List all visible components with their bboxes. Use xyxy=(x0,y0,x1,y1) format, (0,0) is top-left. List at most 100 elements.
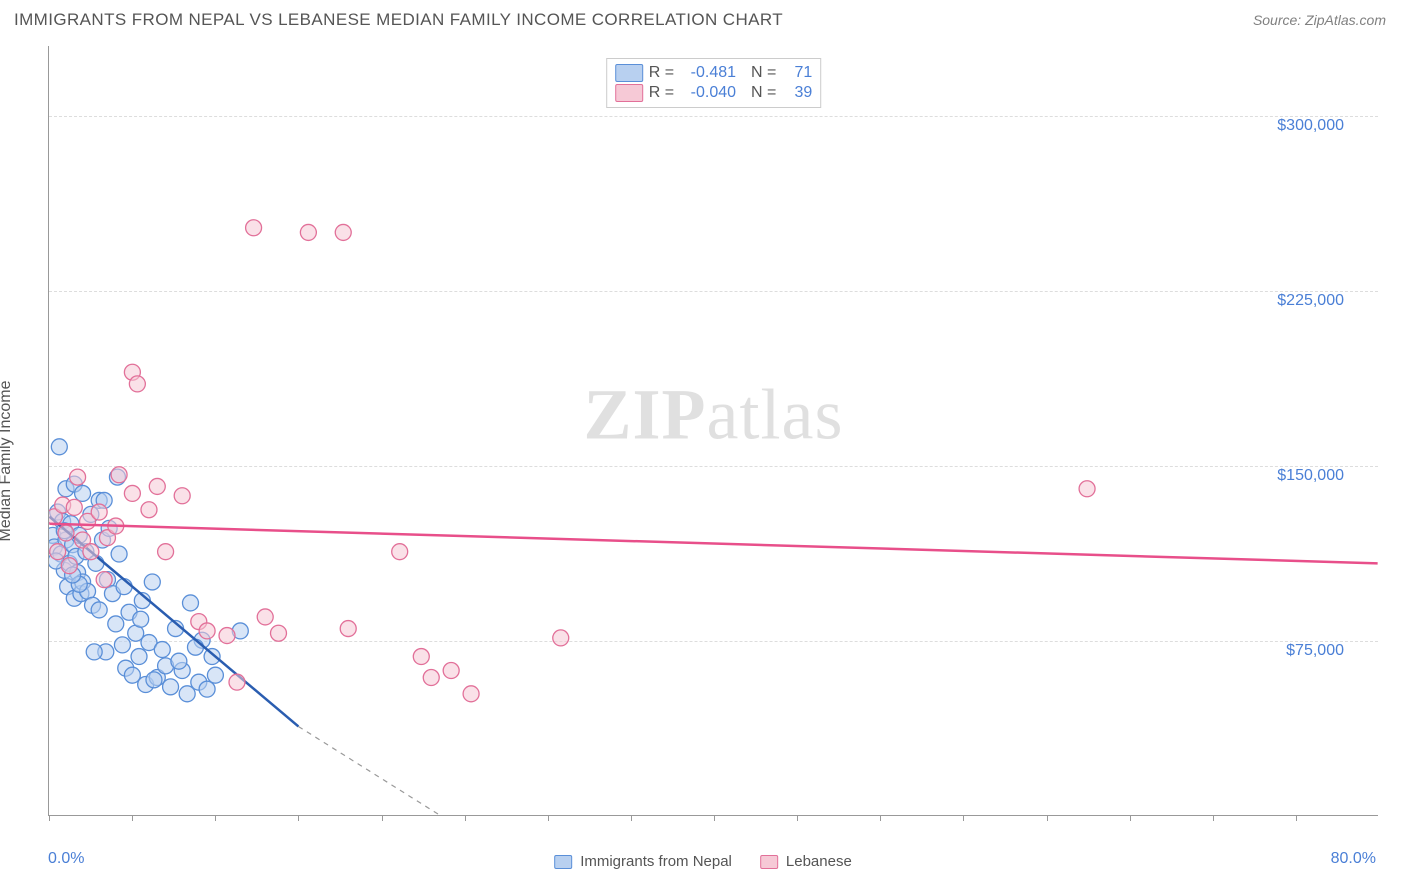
legend-swatch-lebanese xyxy=(615,84,643,102)
legend-label-lebanese: Lebanese xyxy=(786,853,852,870)
regression-line-lebanese xyxy=(49,524,1377,564)
legend-item-lebanese: Lebanese xyxy=(760,853,852,870)
data-point-lebanese xyxy=(271,625,287,641)
legend-swatch-nepal-icon xyxy=(554,855,572,869)
data-point-nepal xyxy=(199,681,215,697)
data-point-lebanese xyxy=(111,467,127,483)
data-point-nepal xyxy=(207,667,223,683)
legend-r-label: R = xyxy=(649,64,674,82)
legend-r-value-lebanese: -0.040 xyxy=(680,84,736,102)
legend-swatch-lebanese-icon xyxy=(760,855,778,869)
data-point-nepal xyxy=(187,639,203,655)
data-point-lebanese xyxy=(219,628,235,644)
data-point-nepal xyxy=(154,642,170,658)
data-point-lebanese xyxy=(66,499,82,515)
x-max-label: 80.0% xyxy=(1331,850,1376,868)
data-point-lebanese xyxy=(199,623,215,639)
data-point-lebanese xyxy=(257,609,273,625)
y-tick-label: $300,000 xyxy=(1277,117,1344,135)
x-tick xyxy=(215,815,216,821)
x-min-label: 0.0% xyxy=(48,850,84,868)
data-point-nepal xyxy=(171,653,187,669)
chart-container: Median Family Income ZIPatlas R = -0.481… xyxy=(0,36,1406,886)
data-point-nepal xyxy=(183,595,199,611)
data-point-lebanese xyxy=(129,376,145,392)
x-tick xyxy=(880,815,881,821)
data-point-nepal xyxy=(131,649,147,665)
x-tick xyxy=(1296,815,1297,821)
data-point-lebanese xyxy=(413,649,429,665)
y-tick-label: $150,000 xyxy=(1277,467,1344,485)
plot-area: ZIPatlas R = -0.481 N = 71 R = -0.040 N … xyxy=(48,46,1378,816)
header-bar: IMMIGRANTS FROM NEPAL VS LEBANESE MEDIAN… xyxy=(0,0,1406,36)
legend-row-lebanese: R = -0.040 N = 39 xyxy=(615,83,813,103)
source-label: Source: ZipAtlas.com xyxy=(1253,12,1386,28)
data-point-lebanese xyxy=(91,504,107,520)
data-point-nepal xyxy=(108,616,124,632)
data-point-lebanese xyxy=(70,469,86,485)
data-point-nepal xyxy=(91,602,107,618)
data-point-lebanese xyxy=(174,488,190,504)
legend-swatch-nepal xyxy=(615,64,643,82)
y-tick-label: $225,000 xyxy=(1277,292,1344,310)
data-point-lebanese xyxy=(149,478,165,494)
x-tick xyxy=(631,815,632,821)
legend-n-value-nepal: 71 xyxy=(782,64,812,82)
data-point-nepal xyxy=(163,679,179,695)
data-point-lebanese xyxy=(83,544,99,560)
data-point-lebanese xyxy=(50,544,66,560)
y-tick-label: $75,000 xyxy=(1286,642,1344,660)
data-point-lebanese xyxy=(158,544,174,560)
data-point-lebanese xyxy=(553,630,569,646)
x-tick xyxy=(132,815,133,821)
data-point-lebanese xyxy=(423,670,439,686)
y-axis-label: Median Family Income xyxy=(0,381,15,542)
data-point-lebanese xyxy=(463,686,479,702)
x-tick xyxy=(298,815,299,821)
data-point-lebanese xyxy=(96,572,112,588)
data-point-nepal xyxy=(86,644,102,660)
regression-extrapolation-nepal xyxy=(298,726,439,815)
data-point-lebanese xyxy=(340,621,356,637)
data-point-lebanese xyxy=(58,525,74,541)
x-tick xyxy=(797,815,798,821)
x-tick xyxy=(963,815,964,821)
data-point-lebanese xyxy=(392,544,408,560)
data-point-nepal xyxy=(133,611,149,627)
data-point-nepal xyxy=(114,637,130,653)
legend-r-value-nepal: -0.481 xyxy=(680,64,736,82)
data-point-nepal xyxy=(111,546,127,562)
x-tick xyxy=(49,815,50,821)
x-tick xyxy=(714,815,715,821)
data-point-lebanese xyxy=(141,502,157,518)
data-point-nepal xyxy=(144,574,160,590)
scatter-svg xyxy=(49,46,1378,815)
data-point-lebanese xyxy=(1079,481,1095,497)
data-point-lebanese xyxy=(246,220,262,236)
data-point-nepal xyxy=(204,649,220,665)
data-point-nepal xyxy=(75,485,91,501)
data-point-lebanese xyxy=(229,674,245,690)
legend-item-nepal: Immigrants from Nepal xyxy=(554,853,732,870)
legend-n-value-lebanese: 39 xyxy=(782,84,812,102)
data-point-lebanese xyxy=(124,485,140,501)
data-point-nepal xyxy=(51,439,67,455)
data-point-lebanese xyxy=(443,663,459,679)
data-point-nepal xyxy=(146,672,162,688)
legend-r-label: R = xyxy=(649,84,674,102)
x-tick xyxy=(548,815,549,821)
data-point-lebanese xyxy=(335,224,351,240)
bottom-legend: Immigrants from Nepal Lebanese xyxy=(554,853,852,870)
x-tick xyxy=(465,815,466,821)
legend-n-label: N = xyxy=(742,84,776,102)
legend-label-nepal: Immigrants from Nepal xyxy=(580,853,732,870)
x-tick xyxy=(1130,815,1131,821)
data-point-lebanese xyxy=(300,224,316,240)
legend-n-label: N = xyxy=(742,64,776,82)
chart-title: IMMIGRANTS FROM NEPAL VS LEBANESE MEDIAN… xyxy=(14,10,783,30)
data-point-lebanese xyxy=(61,558,77,574)
correlation-legend: R = -0.481 N = 71 R = -0.040 N = 39 xyxy=(606,58,822,108)
x-tick xyxy=(382,815,383,821)
legend-row-nepal: R = -0.481 N = 71 xyxy=(615,63,813,83)
x-tick xyxy=(1047,815,1048,821)
